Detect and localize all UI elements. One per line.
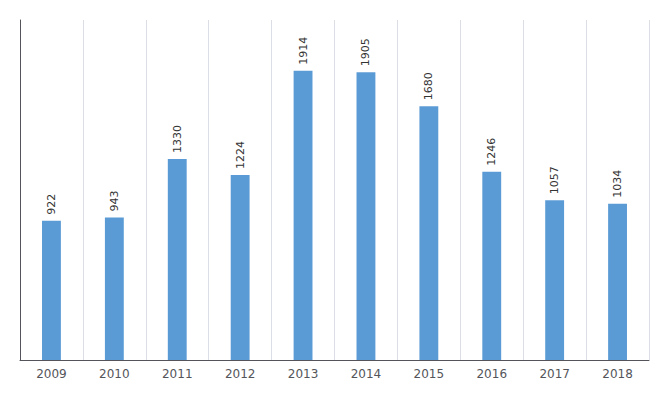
svg-text:2009: 2009 (36, 367, 67, 381)
svg-text:1914: 1914 (297, 37, 310, 65)
svg-text:2013: 2013 (288, 367, 319, 381)
svg-text:1246: 1246 (485, 138, 498, 166)
svg-text:1034: 1034 (611, 170, 624, 198)
svg-text:922: 922 (45, 194, 58, 215)
svg-text:1224: 1224 (234, 141, 247, 169)
svg-text:1057: 1057 (548, 166, 561, 194)
svg-text:2014: 2014 (351, 367, 382, 381)
svg-text:1905: 1905 (359, 38, 372, 66)
svg-text:2016: 2016 (476, 367, 507, 381)
svg-text:2010: 2010 (99, 367, 130, 381)
svg-text:2011: 2011 (162, 367, 193, 381)
svg-text:943: 943 (108, 191, 121, 212)
svg-text:1680: 1680 (422, 72, 435, 100)
svg-text:2017: 2017 (539, 367, 570, 381)
svg-text:2018: 2018 (602, 367, 633, 381)
svg-text:2012: 2012 (225, 367, 256, 381)
svg-text:2015: 2015 (414, 367, 445, 381)
svg-text:1330: 1330 (171, 125, 184, 153)
